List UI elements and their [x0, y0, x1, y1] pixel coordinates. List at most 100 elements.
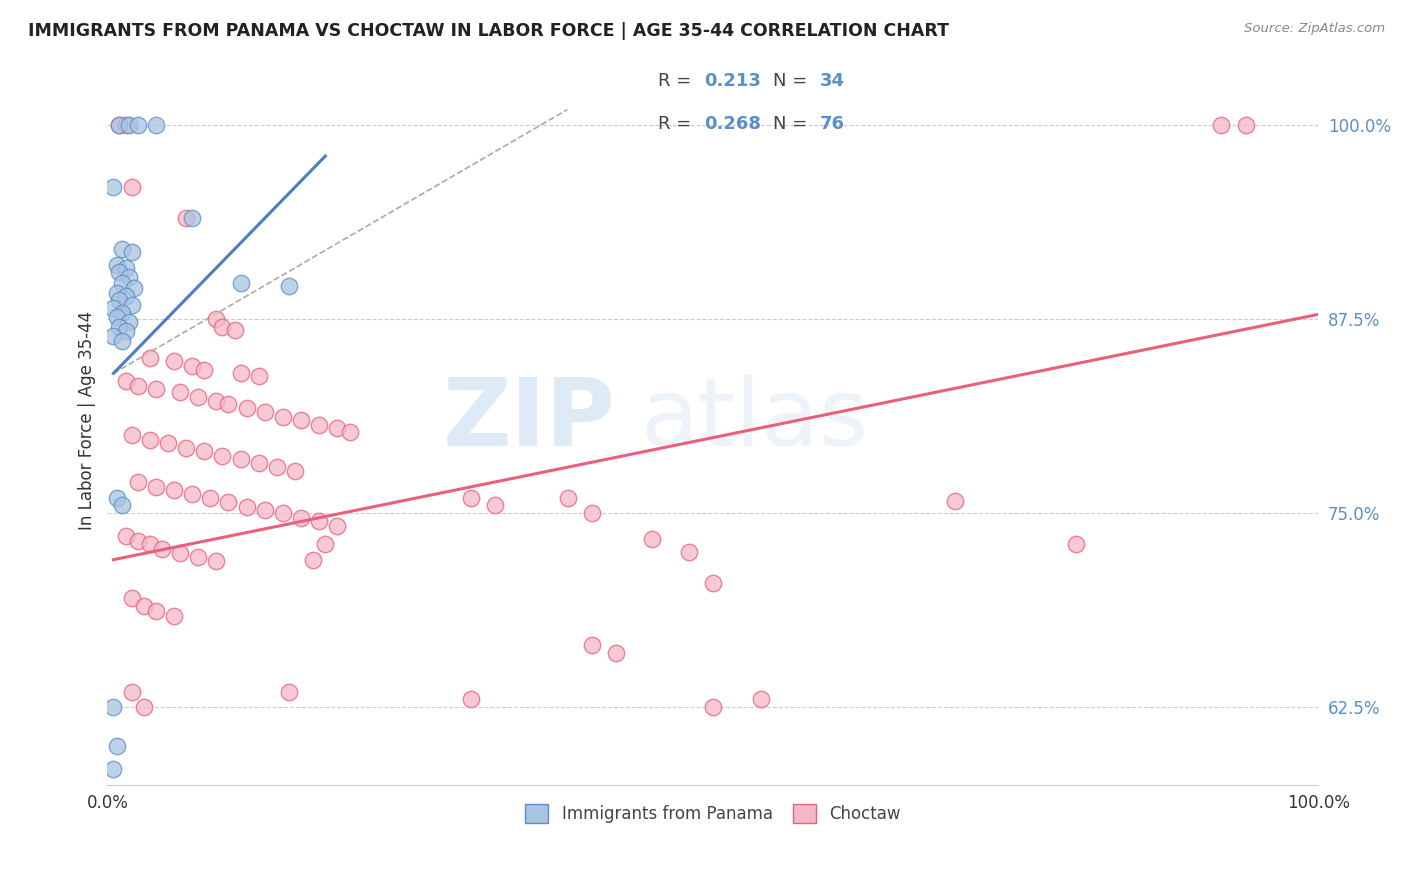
Point [1234, 118, 1257, 132]
Point [108, 293, 131, 308]
Point [253, 503, 276, 517]
Point [127, 379, 149, 393]
Point [174, 441, 197, 455]
Point [290, 413, 312, 427]
Point [103, 180, 125, 194]
Point [118, 315, 141, 329]
Point [211, 319, 233, 334]
Point [114, 374, 136, 388]
Point [1064, 537, 1087, 551]
Point [557, 491, 579, 505]
Point [193, 363, 215, 377]
Point [284, 464, 307, 478]
Text: 34: 34 [820, 71, 845, 90]
Text: N =: N = [773, 71, 814, 90]
Point [127, 118, 149, 132]
Point [105, 310, 128, 325]
Point [224, 323, 246, 337]
Point [181, 211, 204, 226]
Point [581, 638, 603, 652]
Y-axis label: In Labor Force | Age 35-44: In Labor Force | Age 35-44 [79, 310, 96, 530]
Text: Source: ZipAtlas.com: Source: ZipAtlas.com [1244, 22, 1385, 36]
Point [181, 487, 204, 501]
Point [678, 545, 700, 559]
Point [103, 762, 125, 776]
Point [749, 692, 772, 706]
Point [943, 493, 966, 508]
Point [132, 700, 155, 714]
Point [1211, 118, 1233, 132]
Point [163, 608, 186, 623]
Point [271, 409, 294, 424]
Point [217, 397, 239, 411]
Point [111, 334, 134, 348]
Text: 0.268: 0.268 [704, 115, 762, 134]
Point [127, 475, 149, 489]
Text: 76: 76 [820, 115, 845, 134]
Point [247, 369, 270, 384]
Point [111, 306, 134, 320]
Point [460, 692, 482, 706]
Point [217, 495, 239, 509]
Point [205, 554, 228, 568]
Point [105, 739, 128, 753]
Point [139, 537, 162, 551]
Point [111, 499, 134, 513]
Point [229, 367, 252, 381]
Text: 0.213: 0.213 [704, 71, 761, 90]
Point [108, 319, 131, 334]
Text: ZIP: ZIP [443, 374, 616, 466]
Point [326, 420, 349, 434]
Point [266, 459, 288, 474]
Point [187, 390, 209, 404]
Text: R =: R = [658, 115, 697, 134]
Point [111, 242, 134, 256]
Point [205, 394, 228, 409]
Point [121, 180, 143, 194]
Point [308, 417, 330, 432]
Point [581, 506, 603, 520]
Point [105, 258, 128, 272]
Point [229, 277, 252, 291]
Point [121, 245, 143, 260]
Point [114, 529, 136, 543]
Point [163, 483, 186, 497]
Point [229, 451, 252, 466]
Point [271, 506, 294, 520]
Point [121, 428, 143, 442]
Point [108, 118, 131, 132]
Point [139, 351, 162, 365]
Point [105, 285, 128, 300]
Point [187, 549, 209, 564]
Point [108, 118, 131, 132]
Point [181, 359, 204, 373]
Point [174, 211, 197, 226]
Point [114, 118, 136, 132]
Point [114, 325, 136, 339]
Point [132, 599, 155, 614]
Point [118, 118, 141, 132]
Point [145, 118, 167, 132]
Point [127, 534, 149, 549]
Point [278, 279, 301, 293]
Point [103, 700, 125, 714]
Point [118, 270, 141, 285]
Point [278, 684, 301, 698]
Point [114, 289, 136, 303]
Point [235, 401, 257, 415]
Point [156, 436, 179, 450]
Point [605, 646, 627, 660]
Point [111, 277, 134, 291]
Text: R =: R = [658, 71, 697, 90]
Point [702, 700, 724, 714]
Point [114, 260, 136, 275]
Point [193, 444, 215, 458]
Point [103, 301, 125, 315]
Point [122, 281, 145, 295]
Point [145, 604, 167, 618]
Point [121, 684, 143, 698]
Point [169, 384, 191, 399]
Point [302, 552, 325, 566]
Point [247, 457, 270, 471]
Point [314, 537, 336, 551]
